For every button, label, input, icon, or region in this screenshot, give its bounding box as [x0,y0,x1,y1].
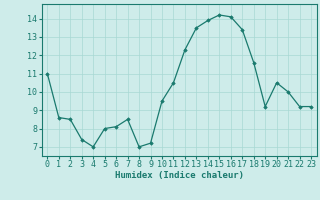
X-axis label: Humidex (Indice chaleur): Humidex (Indice chaleur) [115,171,244,180]
